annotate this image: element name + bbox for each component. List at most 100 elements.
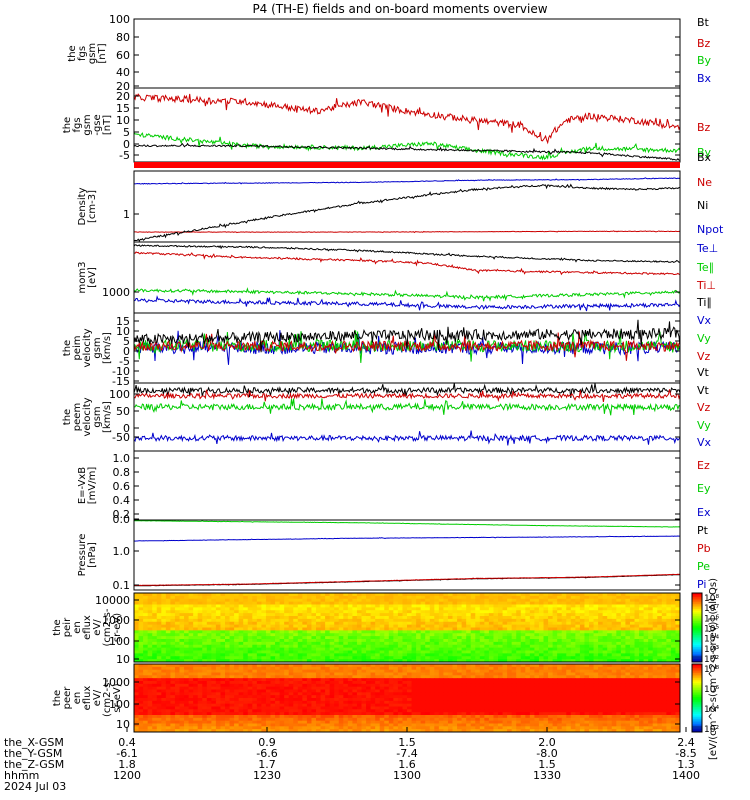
heatmap-cell (302, 669, 308, 673)
heatmap-cell (670, 607, 676, 611)
heatmap-cell (393, 641, 399, 646)
heatmap-cell (529, 633, 535, 637)
heatmap-cell (416, 610, 422, 614)
heatmap-cell (338, 706, 344, 710)
heatmap-cell (652, 700, 658, 705)
heatmap-cell (370, 639, 376, 643)
heatmap-cell (234, 641, 240, 646)
heatmap-cell (361, 653, 367, 657)
heatmap-cell (607, 683, 613, 688)
heatmap-cell (329, 636, 335, 640)
heatmap-cell (484, 624, 490, 629)
heatmap-cell (484, 698, 490, 702)
heatmap-cell (366, 616, 372, 620)
heatmap-cell (370, 706, 376, 710)
heatmap-cell (275, 647, 281, 652)
heatmap-cell (275, 601, 281, 606)
heatmap-cell (629, 664, 635, 668)
heatmap-cell (570, 641, 576, 646)
heatmap-cell (420, 633, 426, 637)
heatmap-cell (170, 593, 176, 597)
heatmap-cell (475, 686, 481, 690)
heatmap-cell (420, 666, 426, 671)
heatmap-cell (361, 595, 367, 600)
heatmap-cell (543, 607, 549, 611)
heatmap-cell (279, 633, 285, 637)
heatmap-cell (593, 618, 599, 623)
heatmap-cell (215, 593, 221, 597)
heatmap-cell (361, 593, 367, 597)
heatmap-cell (407, 683, 413, 688)
heatmap-cell (279, 624, 285, 629)
heatmap-cell (320, 659, 326, 663)
heatmap-cell (611, 641, 617, 646)
heatmap-cell (516, 675, 522, 679)
heatmap-cell (174, 698, 180, 702)
heatmap-cell (252, 633, 258, 637)
heatmap-cell (316, 647, 322, 652)
heatmap-cell (488, 686, 494, 690)
heatmap-cell (361, 627, 367, 631)
heatmap-cell (420, 692, 426, 696)
heatmap-cell (170, 666, 176, 671)
heatmap-cell (356, 692, 362, 696)
heatmap-cell (652, 698, 658, 702)
heatmap-cell (475, 641, 481, 646)
heatmap-cell (534, 593, 540, 597)
heatmap-cell (479, 669, 485, 673)
heatmap-cell (593, 604, 599, 608)
heatmap-cell (652, 595, 658, 600)
heatmap-cell (229, 669, 235, 673)
heatmap-cell (343, 644, 349, 649)
heatmap-cell (452, 653, 458, 657)
y-axis-label: Density (77, 187, 88, 225)
heatmap-cell (488, 681, 494, 685)
heatmap-cell (134, 601, 140, 606)
heatmap-cell (466, 633, 472, 637)
heatmap-cell (197, 659, 203, 663)
heatmap-cell (275, 659, 281, 663)
heatmap-cell (443, 630, 449, 634)
heatmap-cell (552, 601, 558, 606)
y-tick-label: 20 (116, 90, 130, 103)
heatmap-cell (616, 618, 622, 623)
heatmap-cell (397, 610, 403, 614)
heatmap-cell (356, 601, 362, 606)
heatmap-cell (516, 613, 522, 617)
heatmap-cell (343, 621, 349, 626)
heatmap-cell (648, 650, 654, 654)
heatmap-cell (252, 616, 258, 620)
heatmap-cell (589, 672, 595, 676)
heatmap-cell (356, 706, 362, 710)
heatmap-cell (379, 653, 385, 657)
heatmap-cell (538, 675, 544, 679)
heatmap-cell (566, 636, 572, 640)
heatmap-cell (243, 647, 249, 652)
heatmap-cell (470, 639, 476, 643)
heatmap-cell (174, 689, 180, 693)
legend-Pe: Pe (697, 560, 710, 573)
heatmap-cell (534, 692, 540, 696)
heatmap-cell (320, 681, 326, 685)
heatmap-cell (347, 700, 353, 705)
heatmap-cell (215, 633, 221, 637)
heatmap-cell (193, 621, 199, 626)
heatmap-cell (147, 689, 153, 693)
heatmap-cell (598, 598, 604, 603)
heatmap-cell (293, 618, 299, 623)
heatmap-cell (570, 675, 576, 679)
heatmap-cell (457, 672, 463, 676)
heatmap-cell (193, 653, 199, 657)
heatmap-cell (484, 633, 490, 637)
heatmap-cell (384, 659, 390, 663)
heatmap-cell (174, 656, 180, 660)
heatmap-cell (288, 627, 294, 631)
heatmap-cell (548, 618, 554, 623)
heatmap-cell (197, 695, 203, 699)
heatmap-cell (629, 681, 635, 685)
heatmap-cell (165, 698, 171, 702)
heatmap-cell (247, 610, 253, 614)
heatmap-cell (625, 627, 631, 631)
heatmap-cell (507, 598, 513, 603)
heatmap-cell (661, 636, 667, 640)
